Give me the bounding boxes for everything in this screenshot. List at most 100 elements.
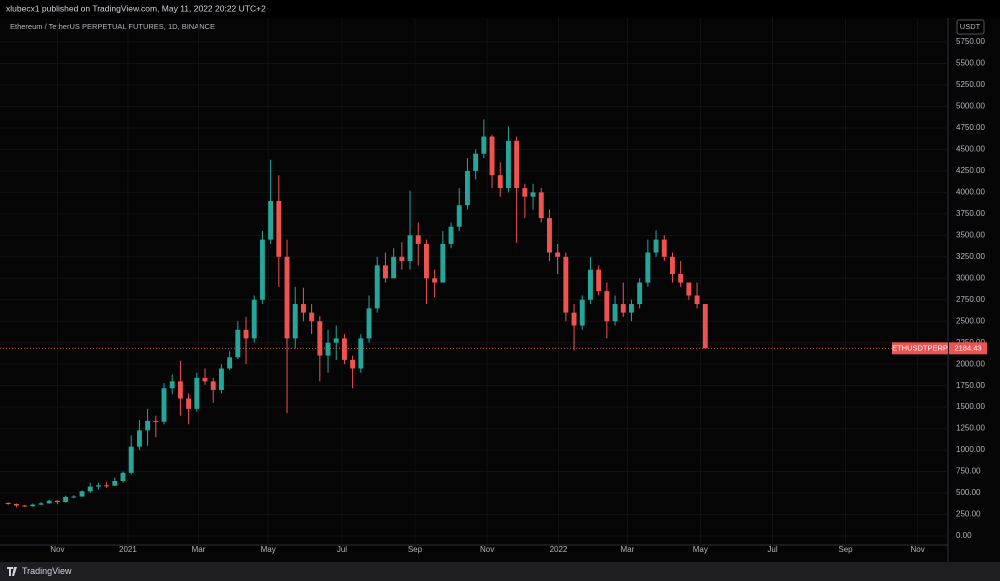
candle-body bbox=[563, 256, 569, 313]
candle-body bbox=[702, 304, 708, 349]
y-tick-label: 5000.00 bbox=[956, 102, 985, 111]
x-tick-label: May bbox=[261, 545, 276, 554]
candle-body bbox=[177, 381, 183, 399]
y-tick-label: 4250.00 bbox=[956, 166, 985, 175]
candle-body bbox=[612, 304, 618, 322]
x-tick-label: Mar bbox=[620, 545, 634, 554]
candle-body bbox=[71, 496, 77, 498]
candle-body bbox=[448, 226, 454, 244]
y-tick-label: 4750.00 bbox=[956, 123, 985, 132]
candle-body bbox=[497, 175, 503, 189]
x-tick-label: Jul bbox=[767, 545, 777, 554]
candle-body bbox=[13, 504, 19, 506]
candle-body bbox=[522, 188, 528, 197]
candle-body bbox=[284, 256, 290, 339]
candle-body bbox=[579, 299, 585, 326]
candle-body bbox=[530, 192, 536, 197]
x-tick-label: Sep bbox=[408, 545, 423, 554]
candle-body bbox=[325, 342, 331, 356]
candle-body bbox=[358, 338, 364, 369]
candle-body bbox=[46, 500, 52, 504]
header: xlubecx1 published on TradingView.com, M… bbox=[6, 3, 266, 13]
candle-body bbox=[186, 398, 192, 409]
x-tick-label: Jul bbox=[337, 545, 347, 554]
candle-body bbox=[79, 491, 85, 497]
candle-body bbox=[596, 269, 602, 292]
y-tick-label: 5250.00 bbox=[956, 80, 985, 89]
x-tick-label: 2021 bbox=[119, 545, 137, 554]
candle-body bbox=[473, 153, 479, 171]
chart-title: Ethereum / TetherUS PERPETUAL FUTURES, 1… bbox=[10, 22, 215, 31]
candle-body bbox=[538, 192, 544, 219]
candle-body bbox=[309, 312, 315, 322]
y-tick-label: 250.00 bbox=[956, 510, 981, 519]
footer-brand: TradingView bbox=[22, 566, 72, 576]
candle-body bbox=[555, 252, 561, 257]
candle-body bbox=[5, 502, 11, 505]
candle-body bbox=[87, 486, 93, 492]
candle-body bbox=[587, 269, 593, 300]
candle-body bbox=[489, 136, 495, 176]
y-tick-label: 4000.00 bbox=[956, 187, 985, 196]
candle-body bbox=[161, 388, 167, 422]
candle-body bbox=[440, 243, 446, 283]
candle-body bbox=[678, 273, 684, 283]
candle-body bbox=[218, 368, 224, 390]
symbol-box bbox=[892, 342, 948, 355]
candle-body bbox=[456, 205, 462, 227]
candle-body bbox=[194, 377, 200, 409]
candle-body bbox=[169, 381, 175, 389]
candle-body bbox=[694, 295, 700, 305]
candle-body bbox=[268, 200, 274, 240]
y-tick-label: 5750.00 bbox=[956, 37, 985, 46]
y-unit: USDT bbox=[960, 22, 981, 31]
candle-body bbox=[341, 338, 347, 360]
candle-body bbox=[350, 359, 356, 369]
candle-body bbox=[251, 299, 257, 339]
candle-body bbox=[235, 329, 241, 358]
y-tick-label: 2750.00 bbox=[956, 295, 985, 304]
candle-body bbox=[202, 377, 208, 382]
symbol-label: ETHUSDTPERP bbox=[892, 343, 948, 352]
x-tick-label: Mar bbox=[192, 545, 206, 554]
candle-body bbox=[38, 503, 44, 505]
candle-body bbox=[391, 256, 397, 279]
logo bbox=[7, 567, 17, 576]
candle-body bbox=[128, 446, 134, 473]
candle-body bbox=[104, 485, 110, 487]
candle-body bbox=[276, 200, 282, 257]
y-tick-label: 5500.00 bbox=[956, 59, 985, 68]
candle-body bbox=[243, 329, 249, 339]
candle-body bbox=[259, 239, 265, 300]
candle-body bbox=[95, 485, 101, 487]
candle-body bbox=[661, 239, 667, 257]
y-tick-label: 3500.00 bbox=[956, 230, 985, 239]
candle-body bbox=[399, 256, 405, 262]
y-tick-label: 4500.00 bbox=[956, 145, 985, 154]
candle-body bbox=[571, 312, 577, 326]
x-tick-label: Nov bbox=[911, 545, 925, 554]
y-tick-label: 3000.00 bbox=[956, 273, 985, 282]
y-tick-label: 3250.00 bbox=[956, 252, 985, 261]
candle-body bbox=[407, 235, 413, 262]
candle-body bbox=[546, 218, 552, 253]
candle-body bbox=[505, 140, 511, 189]
x-tick-label: May bbox=[693, 545, 708, 554]
candle-body bbox=[653, 239, 659, 253]
candle-body bbox=[136, 430, 142, 447]
candle-body bbox=[415, 235, 421, 244]
candle-body bbox=[145, 420, 151, 431]
y-tick-label: 1000.00 bbox=[956, 445, 985, 454]
y-tick-label: 0.00 bbox=[956, 531, 972, 540]
x-tick-label: Sep bbox=[838, 545, 853, 554]
candle-body bbox=[30, 504, 36, 507]
unit-box bbox=[956, 19, 985, 35]
candle-body bbox=[120, 472, 126, 482]
candle-body bbox=[112, 481, 118, 486]
candle-body bbox=[432, 278, 438, 283]
y-tick-label: 2500.00 bbox=[956, 316, 985, 325]
candle-body bbox=[637, 282, 643, 305]
